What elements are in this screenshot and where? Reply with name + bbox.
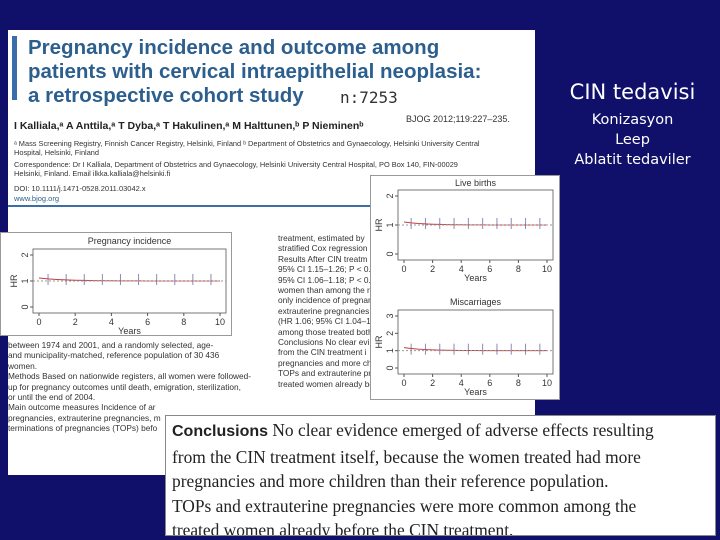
y-tick-label: 2: [385, 193, 395, 198]
text-line: extrauterine pregnancies: [278, 305, 370, 316]
plot-frame: [397, 309, 554, 375]
text-line: among those treated both: [278, 326, 373, 337]
doi: DOI: 10.1111/j.1471-0528.2011.03042.x: [14, 184, 146, 193]
website: www.bjog.org: [14, 194, 60, 203]
text-line: Conclusions No clear evidence emerged of…: [172, 418, 715, 445]
text-line: or until the end of 2004.: [8, 392, 96, 403]
y-axis-label: HR: [374, 335, 384, 348]
text-line: TOPs and extrauterine pre: [278, 368, 376, 379]
y-tick-label: 1: [385, 348, 395, 353]
x-tick-label: 8: [516, 378, 521, 388]
x-tick-label: 2: [73, 317, 78, 327]
slide-item: Leep: [615, 132, 650, 148]
conclusion-text: No clear evidence emerged of adverse eff…: [272, 420, 654, 440]
y-tick-label: 1: [385, 222, 395, 227]
text-line: terminations of pregnancies (TOPs) befo: [8, 423, 158, 434]
text-line: Main outcome measures Incidence of ar: [8, 402, 156, 413]
y-axis-label: HR: [9, 274, 19, 287]
text-line: up for pregnancy outcomes until death, e…: [8, 381, 241, 392]
x-tick-label: 6: [145, 317, 150, 327]
x-tick-label: 10: [542, 378, 552, 388]
slide-item: Ablatit tedaviler: [574, 152, 691, 168]
authors: I Kalliala,ᵃ A Anttila,ᵃ T Dyba,ᵃ T Haku…: [14, 120, 364, 132]
text-line: TOPs and extrauterine pregnancies were m…: [172, 495, 637, 516]
y-tick-label: 3: [385, 313, 395, 318]
title-stripe: [12, 36, 17, 100]
text-line: 95% CI 1.15–1.26; P < 0.0: [278, 264, 376, 275]
x-tick-label: 4: [459, 378, 464, 388]
text-line: women than among the r: [278, 285, 370, 296]
x-tick-label: 6: [487, 378, 492, 388]
text-line: pregnancies and more chi: [278, 357, 374, 368]
figure-title: Live births: [455, 178, 497, 188]
affiliation: Hospital, Helsinki, Finland: [14, 148, 100, 157]
y-tick-label: 2: [20, 252, 30, 257]
text-line: Results After CIN treatm: [278, 253, 368, 264]
text-line: Methods Based on nationwide registers, a…: [8, 371, 252, 382]
paper-title: Pregnancy incidence and outcome among: [28, 36, 440, 59]
figure-title: Miscarriages: [450, 297, 502, 307]
conclusion-box: Conclusions No clear evidence emerged of…: [165, 415, 716, 536]
y-tick-label: 0: [20, 304, 30, 309]
y-tick-label: 0: [385, 251, 395, 256]
text-line: women.: [8, 360, 38, 371]
x-tick-label: 6: [487, 264, 492, 274]
x-tick-label: 8: [516, 264, 521, 274]
x-tick-label: 0: [401, 264, 406, 274]
text-line: (HR 1.06; 95% CI 1.04–1: [278, 316, 371, 327]
paper-title: a retrospective cohort study: [28, 84, 304, 107]
text-line: only incidence of pregnan: [278, 295, 373, 306]
y-tick-label: 2: [385, 331, 395, 336]
text-line: treated women already before the CIN tre…: [278, 378, 459, 389]
x-axis-label: Years: [118, 326, 141, 336]
slide-item: Konizasyon: [591, 112, 674, 128]
x-tick-label: 8: [181, 317, 186, 327]
slide-heading: CIN tedavisi: [569, 80, 696, 104]
text-line: pregnancies, extrauterine pregnancies, m: [8, 412, 161, 423]
left-column: between 1974 and 2001, and a randomly se…: [8, 340, 251, 434]
rule: [8, 205, 535, 207]
affiliation: Correspondence: Dr I Kalliala, Departmen…: [14, 160, 458, 169]
conclusion-label: Conclusions: [172, 423, 269, 440]
text-line: stratified Cox regression: [278, 243, 368, 254]
affiliation: ᵃ Mass Screening Registry, Finnish Cance…: [14, 139, 480, 148]
x-tick-label: 0: [36, 317, 41, 327]
text-line: Conclusions No clear evi: [278, 337, 370, 348]
text-line: treatment, estimated by: [278, 233, 365, 243]
paper-title: patients with cervical intraepithelial n…: [28, 60, 482, 83]
x-tick-label: 4: [459, 264, 464, 274]
text-line: pregnancies and more children than their…: [172, 471, 609, 491]
text-line: between 1974 and 2001, and a randomly se…: [8, 340, 214, 350]
text-line: from the CIN treatment i: [278, 347, 367, 358]
citation: BJOG 2012;119:227–235.: [406, 114, 510, 124]
text-line: 95% CI 1.06–1.18; P < 0.0: [278, 274, 376, 285]
x-tick-label: 2: [430, 378, 435, 388]
y-axis-label: HR: [374, 218, 384, 231]
x-tick-label: 10: [542, 264, 552, 274]
x-axis-label: Years: [464, 387, 487, 397]
text-line: and municipality-matched, reference popu…: [8, 350, 220, 361]
sample-size: n:7253: [340, 88, 398, 107]
y-tick-label: 0: [385, 365, 395, 370]
x-tick-label: 4: [109, 317, 114, 327]
x-axis-label: Years: [464, 273, 487, 283]
text-line: treated women already before the CIN tre…: [172, 520, 514, 536]
affiliation: Helsinki, Finland. Email ilkka.kalliala@…: [14, 169, 171, 178]
y-tick-label: 1: [20, 278, 30, 283]
x-tick-label: 10: [215, 317, 225, 327]
text-line: from the CIN treatment itself, because t…: [172, 446, 641, 467]
slide-text: CIN tedavisi Konizasyon Leep Ablatit ted…: [545, 80, 720, 170]
figure-title: Pregnancy incidence: [88, 236, 172, 246]
figure: Pregnancy incidence 0 1 2 0 2 4 6 8 10 Years HR: [0, 232, 232, 336]
x-tick-label: 2: [430, 264, 435, 274]
x-tick-label: 0: [401, 378, 406, 388]
right-column: treatment, estimated by stratified Cox re…: [278, 233, 458, 389]
